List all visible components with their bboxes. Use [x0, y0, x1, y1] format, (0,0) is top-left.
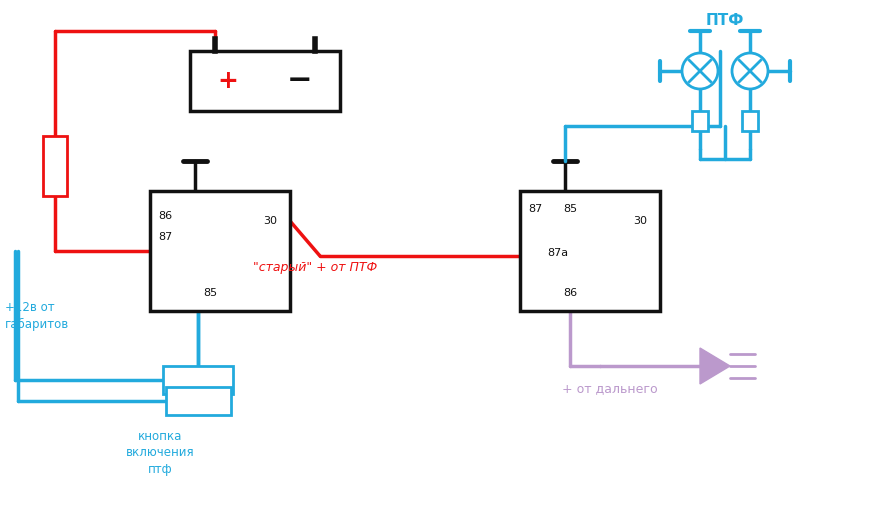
Text: −: − — [287, 66, 313, 96]
Bar — [43, 136, 67, 196]
Text: 85: 85 — [563, 204, 577, 214]
Text: кнопка
включения
птф: кнопка включения птф — [126, 430, 195, 476]
Polygon shape — [700, 348, 730, 384]
Bar — [692, 111, 708, 131]
Text: +: + — [218, 69, 239, 93]
Text: 87: 87 — [528, 204, 542, 214]
Text: 30: 30 — [263, 216, 277, 226]
Circle shape — [682, 53, 718, 89]
Bar — [166, 387, 231, 415]
Text: "старый" + от ПТФ: "старый" + от ПТФ — [253, 261, 377, 275]
Text: 87: 87 — [158, 232, 172, 242]
Bar — [163, 366, 233, 394]
Bar — [742, 111, 758, 131]
Text: 85: 85 — [203, 288, 217, 298]
Bar — [150, 191, 290, 311]
Text: ПТФ: ПТФ — [706, 13, 744, 29]
Text: 87a: 87a — [547, 249, 568, 259]
Text: +12в от
габаритов: +12в от габаритов — [5, 301, 70, 331]
Bar — [190, 51, 340, 111]
Text: 86: 86 — [563, 288, 577, 298]
Text: 30: 30 — [633, 216, 647, 226]
Circle shape — [732, 53, 768, 89]
Text: + от дальнего: + от дальнего — [562, 382, 658, 396]
Bar — [520, 191, 660, 311]
Text: 86: 86 — [158, 211, 172, 221]
